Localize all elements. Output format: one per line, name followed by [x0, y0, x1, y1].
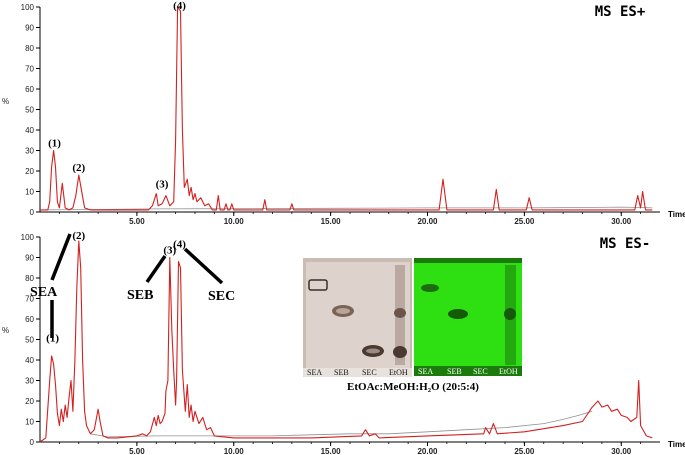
mode-label-es-plus: MS ES+ — [595, 4, 646, 20]
y-tick-label-es-minus: 70 — [25, 295, 34, 304]
mode-label-es-minus: MS ES- — [600, 236, 651, 252]
x-tick-label-es-minus: 5.00 — [129, 447, 145, 455]
y-tick-label-es-minus: 30 — [25, 377, 34, 386]
y-tick-label-es-minus: 60 — [25, 315, 34, 324]
x-axis-label-es-plus: Time — [668, 210, 685, 219]
y-tick-label-es-minus: 50 — [25, 336, 34, 345]
x-tick-label-es-minus: 15.00 — [321, 447, 342, 455]
tlc-spot-seb-core — [336, 308, 350, 314]
y-tick-label-es-plus: 60 — [25, 85, 34, 94]
y-axis-label-es-minus: % — [2, 326, 9, 335]
peak-label-1-es-minus: (1) — [46, 333, 59, 345]
tlc-lane-label-right-1: SEA — [418, 367, 433, 376]
chromatogram-es-minus: 0 10 20 30 40 50 60 70 80 90 100 5.00 10.00 15.00 20.0… — [2, 230, 685, 455]
tlc-lane-label-right-2: SEB — [447, 367, 462, 376]
x-axis-label-es-minus: Time — [668, 440, 685, 449]
y-tick-label-es-minus: 100 — [21, 233, 35, 242]
group-label-sea: SEA — [30, 285, 58, 300]
peak-labels-es-minus: (1) (2) (3)(4) — [46, 230, 186, 345]
y-tick-label-es-plus: 0 — [30, 208, 35, 217]
signal-trace-es-plus — [40, 6, 653, 211]
series-es-plus — [39, 6, 653, 211]
y-tick-label-es-minus: 0 — [30, 438, 35, 447]
tlc-lane-labels-bg-left — [303, 368, 412, 377]
y-tick-label-es-plus: 80 — [25, 44, 34, 53]
tlc-uv-spot-seb — [448, 309, 468, 319]
y-tick-label-es-plus: 90 — [25, 24, 34, 33]
tlc-lane-label-left-1: SEA — [307, 368, 322, 377]
y-tick-label-es-minus: 20 — [25, 397, 34, 406]
tlc-spot-sec-core — [366, 348, 380, 354]
y-axis-label-es-plus: % — [2, 97, 9, 106]
group-label-sec: SEC — [208, 289, 235, 304]
tlc-lane-label-left-2: SEB — [334, 368, 349, 377]
tlc-spot-sea — [308, 279, 328, 291]
tlc-caption: EtOAc:MeOH:H₂O (20:5:4) — [347, 381, 479, 393]
tlc-lane-label-left-4: EtOH — [389, 368, 408, 377]
sec-pointer — [183, 247, 224, 285]
y-tick-label-es-minus: 90 — [25, 254, 34, 263]
y-tick-label-es-plus: 30 — [25, 147, 34, 156]
tlc-spot-etoh-1 — [394, 308, 406, 318]
tlc-lane-label-right-4: EtOH — [499, 367, 518, 376]
y-tick-label-es-plus: 10 — [25, 188, 34, 197]
tlc-lane-labels-bg-right — [414, 366, 522, 376]
axes-es-plus: 0 10 20 30 40 50 60 70 80 90 100 5.00 10.00 15.00 20.0… — [21, 3, 660, 226]
axes-es-minus: 0 10 20 30 40 50 60 70 80 90 100 5.00 10.00 15.00 20.0… — [21, 233, 660, 455]
tlc-plate-uv-front — [414, 258, 522, 263]
baseline-trace-es-plus — [39, 206, 653, 211]
tlc-plate-uv — [414, 258, 522, 376]
y-tick-label-es-plus: 70 — [25, 65, 34, 74]
peak-label-3-es-plus: (3) — [156, 179, 169, 191]
peak-label-1-es-plus: (1) — [48, 138, 61, 150]
y-tick-label-es-plus: 100 — [21, 3, 35, 12]
sea-pointer-up — [50, 233, 72, 281]
tlc-lane-label-right-3: SEC — [473, 367, 488, 376]
tlc-spot-etoh-2 — [393, 346, 407, 358]
peak-labels-es-plus: (1) (2) (3) (4) — [48, 0, 186, 191]
series-es-minus — [39, 240, 653, 443]
x-tick-label-es-plus: 25.00 — [514, 217, 535, 226]
tlc-lane-label-left-3: SEC — [362, 368, 377, 377]
x-tick-label-es-plus: 30.00 — [611, 217, 632, 226]
peak-label-4-es-plus: (4) — [173, 0, 186, 12]
tlc-inset: SEA SEB SEC EtOH SEA SEB SEC EtOH EtOAc:… — [303, 258, 522, 393]
baseline-trace-es-minus — [90, 410, 593, 438]
y-tick-label-es-plus: 50 — [25, 106, 34, 115]
y-tick-label-es-plus: 40 — [25, 126, 34, 135]
peak-label-4-es-minus: (4) — [173, 238, 186, 250]
x-tick-label-es-plus: 15.00 — [321, 217, 342, 226]
x-tick-label-es-plus: 5.00 — [129, 217, 145, 226]
tlc-uv-spot-etoh — [504, 308, 516, 320]
peak-label-2-es-minus: (2) — [72, 230, 85, 242]
peak-label-2-es-plus: (2) — [72, 162, 85, 174]
peak-label-3-es-minus: (3) — [163, 245, 176, 257]
x-tick-label-es-minus: 20.00 — [417, 447, 438, 455]
y-tick-label-es-minus: 80 — [25, 274, 34, 283]
x-tick-label-es-plus: 20.00 — [417, 217, 438, 226]
y-tick-label-es-minus: 10 — [25, 418, 34, 427]
y-tick-label-es-minus: 40 — [25, 356, 34, 365]
tlc-uv-spot-sea — [421, 284, 439, 292]
group-annotations: SEA SEB SEC — [30, 233, 235, 338]
x-tick-label-es-minus: 10.00 — [224, 447, 245, 455]
x-tick-label-es-minus: 30.00 — [611, 447, 632, 455]
chromatogram-es-plus: 0 10 20 30 40 50 60 70 80 90 100 5.00 10.00 15.00 20.0… — [2, 0, 685, 226]
x-tick-label-es-plus: 10.00 — [224, 217, 245, 226]
seb-pointer — [145, 255, 167, 283]
x-tick-label-es-minus: 25.00 — [514, 447, 535, 455]
signal-trace-es-minus — [39, 240, 653, 443]
y-tick-label-es-plus: 20 — [25, 167, 34, 176]
group-label-seb: SEB — [127, 288, 153, 303]
